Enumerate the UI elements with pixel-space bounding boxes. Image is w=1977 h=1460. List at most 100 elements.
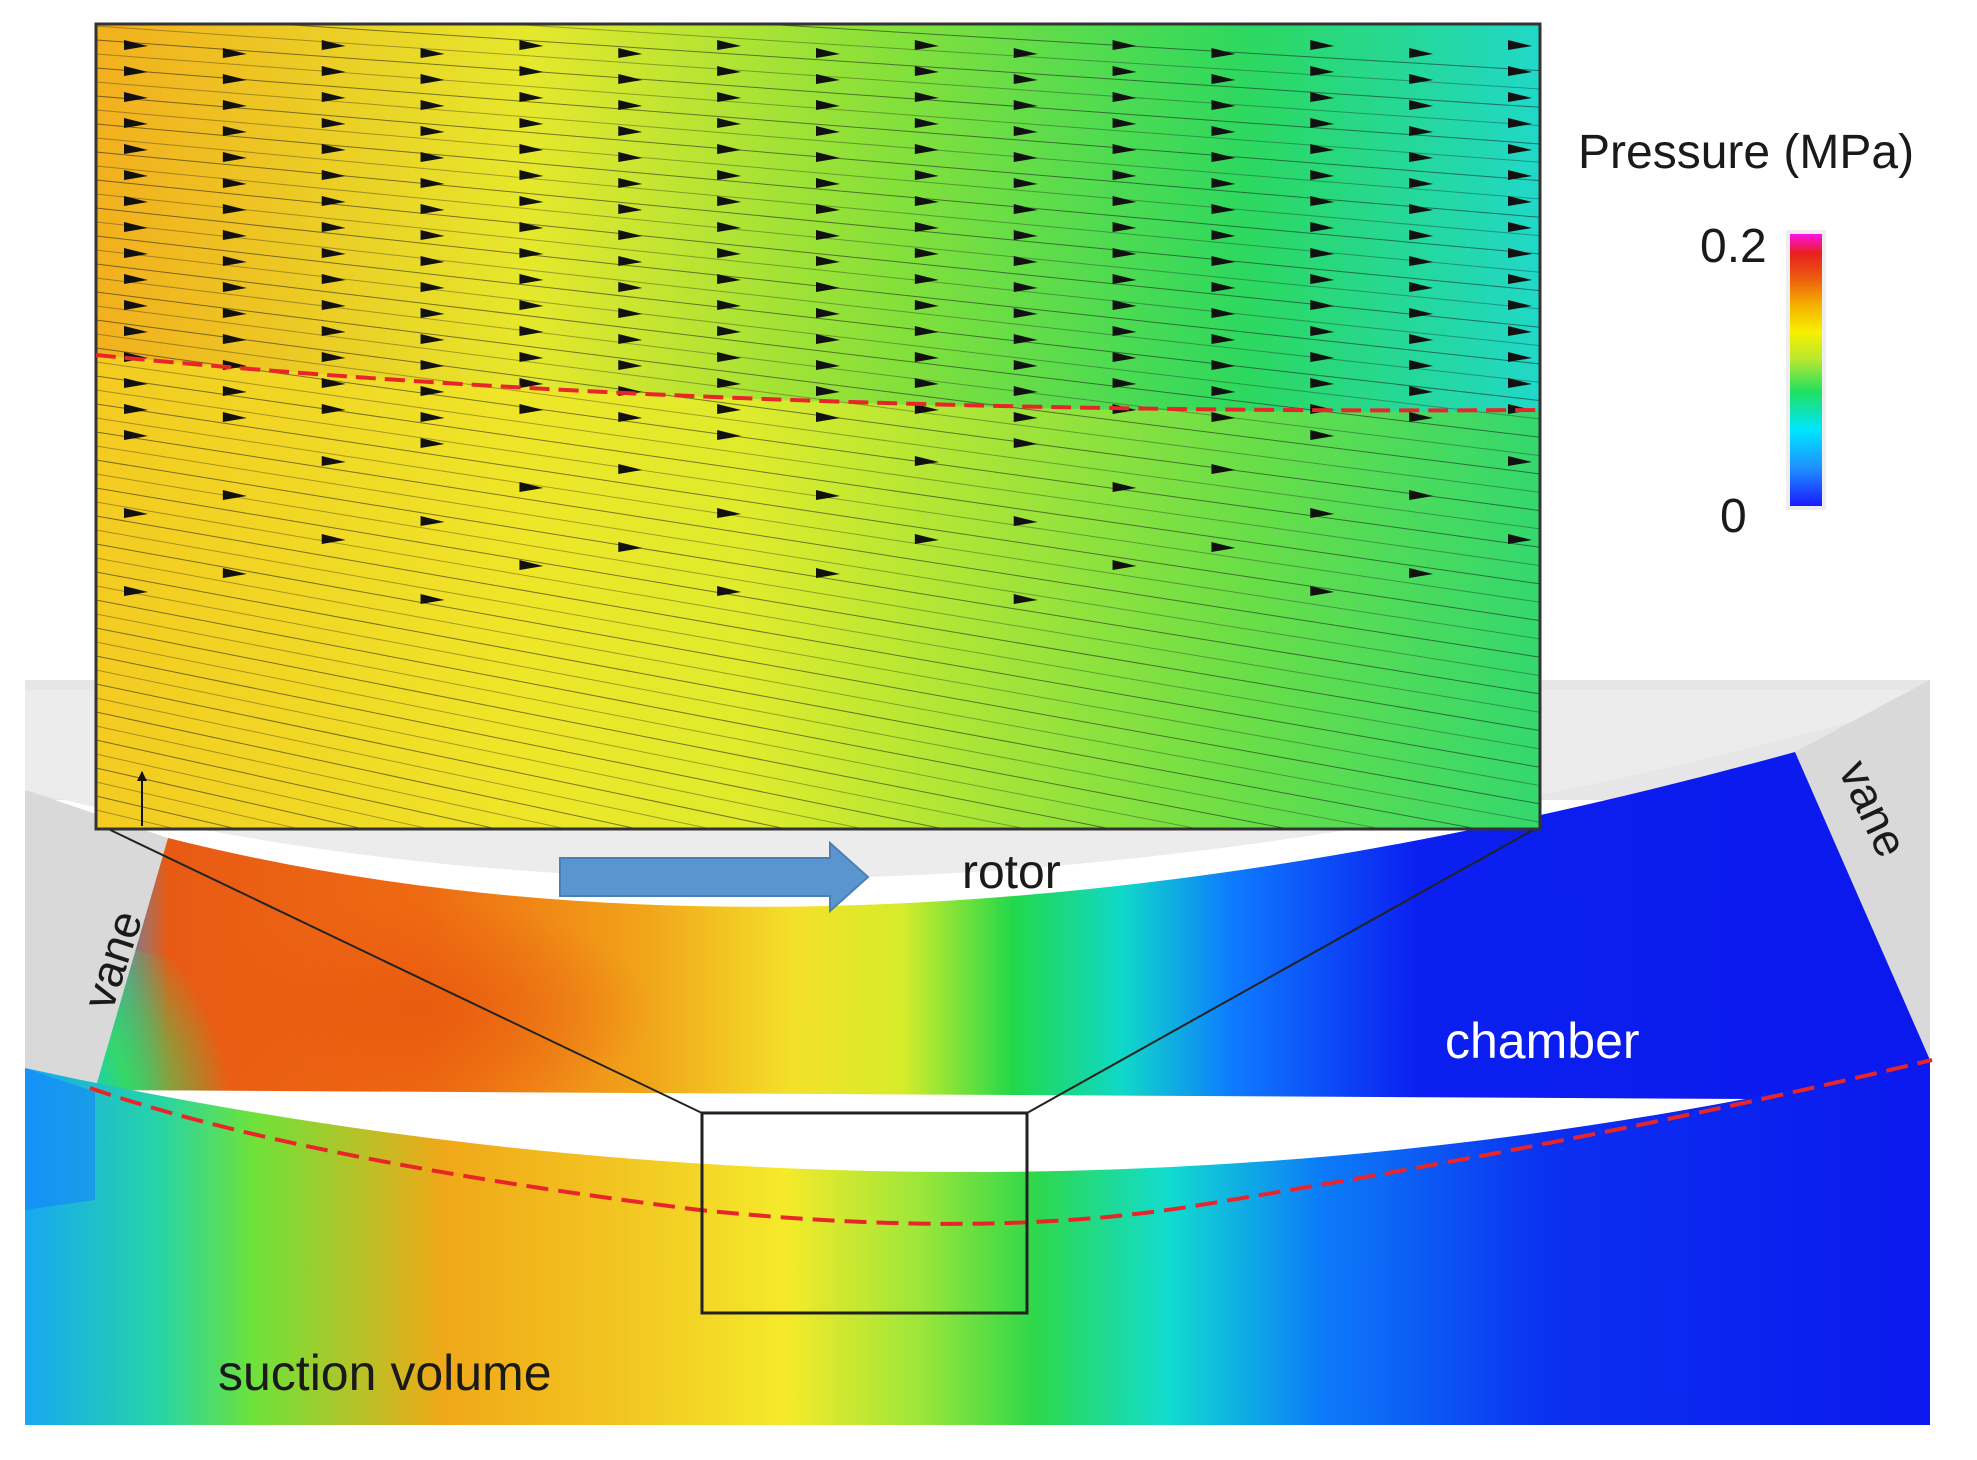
velocity-arrow (222, 490, 247, 500)
velocity-arrow (420, 438, 445, 448)
velocity-arrow (1013, 48, 1038, 58)
velocity-arrow (1409, 74, 1434, 84)
velocity-arrow (914, 352, 939, 362)
velocity-arrow (222, 412, 247, 422)
velocity-arrow (1211, 464, 1236, 474)
velocity-arrow (1211, 308, 1236, 318)
velocity-arrow (321, 404, 346, 414)
velocity-arrow (1211, 386, 1236, 396)
velocity-arrow (519, 222, 544, 232)
velocity-streak (96, 333, 1540, 530)
velocity-arrow (1112, 144, 1137, 154)
velocity-arrow (222, 334, 247, 344)
velocity-arrow (321, 300, 346, 310)
velocity-arrow (321, 534, 346, 544)
velocity-arrow (321, 274, 346, 284)
zoom-connector-right (1026, 825, 1541, 1114)
velocity-arrow (1112, 222, 1137, 232)
velocity-arrow (1409, 178, 1434, 188)
velocity-arrow (1409, 360, 1434, 370)
velocity-arrow (717, 508, 742, 518)
velocity-streak (96, 655, 947, 829)
rotor-label: rotor (962, 846, 1061, 899)
velocity-streak (96, 291, 1540, 475)
velocity-arrow (717, 196, 742, 206)
velocity-arrow (124, 170, 148, 180)
velocity-arrow (1211, 256, 1236, 266)
velocity-streak (96, 767, 366, 829)
rotation-direction-arrow (559, 840, 870, 914)
velocity-arrow (1508, 534, 1532, 544)
velocity-arrow (420, 360, 445, 370)
velocity-streak (500, 24, 1540, 90)
velocity-arrow (420, 126, 445, 136)
velocity-arrow (816, 386, 840, 396)
velocity-arrow (519, 66, 544, 76)
velocity-arrow (1013, 594, 1038, 604)
velocity-arrow (321, 222, 346, 232)
velocity-arrow (1508, 144, 1532, 154)
velocity-streak (96, 347, 1540, 548)
velocity-arrow (914, 66, 939, 76)
velocity-arrow (1409, 256, 1434, 266)
velocity-arrow (321, 196, 346, 206)
velocity-arrow (1310, 118, 1335, 128)
velocity-arrow (717, 66, 742, 76)
velocity-arrow (1310, 300, 1335, 310)
velocity-arrow (1211, 48, 1236, 58)
velocity-arrow (420, 516, 445, 526)
velocity-arrow (1310, 92, 1335, 102)
velocity-arrow (420, 178, 445, 188)
velocity-arrow (1211, 230, 1236, 240)
velocity-arrow (717, 378, 742, 388)
velocity-arrow (519, 482, 544, 492)
velocity-arrow (321, 144, 346, 154)
velocity-arrow (1310, 274, 1335, 284)
velocity-arrow (717, 300, 742, 310)
velocity-arrow (1013, 412, 1038, 422)
velocity-arrow (519, 118, 544, 128)
velocity-arrow (1211, 360, 1236, 370)
velocity-arrow (222, 48, 247, 58)
velocity-arrow (1409, 490, 1434, 500)
velocity-arrow (1013, 152, 1038, 162)
velocity-arrow (914, 222, 939, 232)
velocity-arrow (1310, 40, 1335, 50)
velocity-streak (96, 67, 1540, 182)
velocity-arrow (1409, 568, 1434, 578)
chamber-label: chamber (1445, 1013, 1640, 1069)
legend-min-label: 0 (1720, 490, 1747, 543)
velocity-streak (96, 221, 1540, 383)
zoom-connector-left (101, 825, 703, 1114)
velocity-arrow (1013, 74, 1038, 84)
velocity-arrow (717, 92, 742, 102)
velocity-arrow (816, 204, 840, 214)
velocity-arrow (717, 586, 742, 596)
velocity-arrow (1508, 248, 1532, 258)
velocity-arrow (1409, 334, 1434, 344)
velocity-arrow (519, 404, 544, 414)
velocity-arrow (321, 40, 346, 50)
velocity-arrow (1112, 560, 1137, 570)
velocity-arrow (1409, 48, 1434, 58)
velocity-arrow (1211, 74, 1236, 84)
suction-volume-label: suction volume (218, 1345, 552, 1401)
velocity-arrow (1508, 352, 1532, 362)
velocity-arrow (519, 300, 544, 310)
velocity-arrow (618, 256, 643, 266)
velocity-arrow (816, 152, 840, 162)
velocity-arrow (222, 204, 247, 214)
velocity-arrow (420, 74, 445, 84)
velocity-arrow (717, 144, 742, 154)
velocity-arrow (1409, 204, 1434, 214)
velocity-arrow (717, 404, 742, 414)
velocity-arrow (420, 152, 445, 162)
velocity-streak (96, 179, 1540, 328)
velocity-arrow (1409, 152, 1434, 162)
velocity-arrow (914, 274, 939, 284)
velocity-arrow (321, 326, 346, 336)
velocity-arrow (717, 222, 742, 232)
velocity-arrow (914, 456, 939, 466)
velocity-arrow (1013, 178, 1038, 188)
velocity-arrow (816, 412, 840, 422)
